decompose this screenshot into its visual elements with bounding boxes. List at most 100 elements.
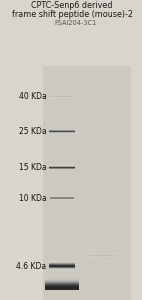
Bar	[49, 269, 75, 270]
Bar	[107, 193, 110, 194]
Bar	[110, 78, 117, 79]
Bar	[104, 172, 107, 173]
Bar	[118, 198, 124, 200]
Bar	[127, 101, 134, 103]
Bar	[97, 200, 104, 202]
Bar	[49, 268, 75, 269]
Bar	[66, 139, 73, 140]
Bar	[111, 167, 115, 169]
Bar	[49, 270, 75, 271]
Bar	[98, 203, 103, 204]
Text: 25 KDa: 25 KDa	[19, 127, 47, 136]
Bar	[45, 275, 79, 276]
Bar	[45, 283, 79, 284]
Bar	[109, 154, 115, 155]
Bar	[45, 272, 79, 273]
Bar	[55, 177, 62, 178]
Bar	[56, 103, 64, 105]
Bar	[82, 211, 86, 212]
Bar	[106, 229, 111, 230]
Bar	[55, 220, 62, 221]
Bar	[45, 284, 79, 285]
Bar	[45, 285, 79, 286]
Bar	[121, 188, 127, 189]
Bar	[102, 120, 105, 122]
Bar	[75, 271, 82, 273]
Bar	[122, 276, 125, 279]
Bar	[98, 194, 102, 195]
Bar	[81, 293, 84, 295]
Bar	[88, 104, 91, 106]
Bar	[96, 296, 98, 298]
Bar	[49, 264, 75, 265]
Bar	[50, 224, 55, 226]
Bar	[98, 136, 102, 137]
Bar	[74, 80, 81, 83]
Bar	[128, 68, 133, 69]
Bar	[45, 287, 79, 288]
Text: frame shift peptide (mouse)-2: frame shift peptide (mouse)-2	[12, 10, 133, 19]
Text: FSAI204-3C1: FSAI204-3C1	[55, 20, 97, 26]
Bar	[45, 286, 79, 287]
Bar	[47, 73, 54, 75]
Bar	[83, 115, 86, 116]
Bar	[71, 222, 77, 224]
Bar	[72, 123, 78, 125]
Bar	[81, 125, 88, 128]
Bar	[45, 269, 79, 270]
Bar	[91, 137, 97, 138]
Bar	[114, 97, 116, 99]
Bar	[63, 221, 65, 224]
Bar	[69, 290, 74, 291]
Bar	[77, 277, 82, 278]
Bar	[129, 201, 133, 203]
Bar	[81, 269, 84, 270]
Bar	[51, 175, 55, 177]
Bar	[71, 180, 79, 181]
Bar	[114, 219, 117, 220]
Bar	[87, 201, 94, 202]
Bar	[47, 85, 51, 87]
Bar	[74, 106, 76, 108]
Bar	[110, 204, 114, 206]
Bar	[126, 126, 131, 127]
Bar	[101, 250, 105, 252]
Bar	[48, 161, 54, 162]
Bar	[124, 256, 126, 258]
Bar	[62, 213, 67, 215]
Bar	[45, 288, 79, 289]
Bar	[49, 271, 75, 272]
Bar	[87, 158, 90, 160]
Bar	[49, 262, 75, 263]
Bar	[45, 274, 79, 275]
Bar	[64, 72, 65, 75]
Bar	[127, 96, 134, 98]
Bar	[99, 172, 100, 175]
Bar	[106, 145, 107, 146]
Bar	[74, 271, 81, 273]
Bar	[53, 213, 56, 214]
Bar	[46, 275, 53, 276]
Bar	[70, 276, 76, 277]
Bar	[76, 76, 83, 77]
Bar	[100, 258, 105, 259]
Bar	[69, 163, 71, 164]
Bar	[104, 83, 110, 84]
Bar	[43, 66, 131, 300]
Bar	[73, 266, 75, 268]
Bar	[62, 89, 65, 90]
Bar	[53, 139, 54, 140]
Bar	[64, 281, 67, 282]
Bar	[55, 79, 60, 80]
Bar	[76, 71, 83, 73]
Bar	[66, 124, 67, 126]
Bar	[88, 155, 89, 157]
Bar	[95, 206, 97, 207]
Bar	[75, 68, 80, 69]
Bar	[64, 270, 66, 272]
Bar	[97, 173, 105, 175]
Bar	[113, 89, 117, 90]
Bar	[49, 266, 75, 267]
Bar	[126, 156, 129, 158]
Bar	[94, 204, 99, 206]
